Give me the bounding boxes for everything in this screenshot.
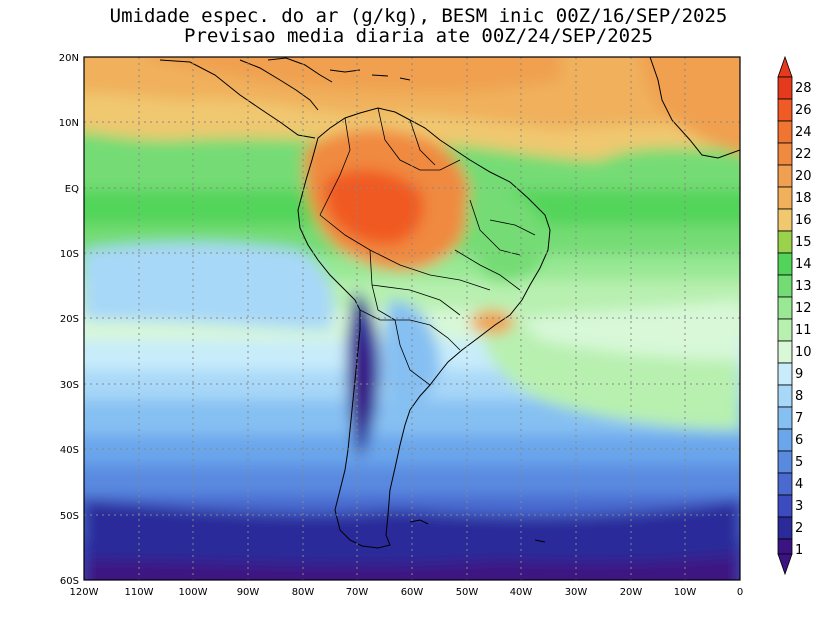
colorbar-label: 18 <box>795 191 812 206</box>
colorbar-label: 9 <box>795 367 803 382</box>
country-borders <box>319 107 536 386</box>
lon-label: 100W <box>179 587 208 598</box>
colorbar-label: 28 <box>795 81 812 96</box>
colorbar-label: 8 <box>795 389 803 404</box>
lon-label: 30W <box>565 587 588 598</box>
colorbar-label: 12 <box>795 301 812 316</box>
colorbar-top-arrow <box>777 55 793 78</box>
humidity-field <box>84 57 740 580</box>
lon-label: 0 <box>737 587 743 598</box>
lon-label: 70W <box>346 587 369 598</box>
colorbar-label: 6 <box>795 433 803 448</box>
lat-axis: 20N 10N EQ 10S 20S 30S 40S 50S 60S <box>59 53 79 587</box>
colorbar-label: 24 <box>795 125 812 140</box>
lon-label: 120W <box>70 587 99 598</box>
graticule <box>84 57 740 580</box>
coastlines <box>159 57 740 549</box>
lat-label: 20S <box>60 314 79 325</box>
lon-label: 10W <box>674 587 697 598</box>
lon-label: 80W <box>292 587 315 598</box>
lon-label: 90W <box>237 587 260 598</box>
colorbar-label: 2 <box>795 521 803 536</box>
map-title-line2: Previsao media diaria ate 00Z/24/SEP/202… <box>184 25 653 47</box>
lat-label: 10N <box>59 118 79 129</box>
map-frame <box>83 56 741 581</box>
colorbar-label: 10 <box>795 345 812 360</box>
lat-label: 10S <box>60 249 79 260</box>
lat-label: 30S <box>60 380 79 391</box>
colorbar-label: 4 <box>795 477 803 492</box>
lat-label: 50S <box>60 511 79 522</box>
colorbar-label: 16 <box>795 213 812 228</box>
lon-label: 110W <box>125 587 154 598</box>
lat-label: 20N <box>59 53 79 64</box>
lon-label: 60W <box>401 587 424 598</box>
lon-label: 20W <box>620 587 643 598</box>
colorbar <box>777 55 793 576</box>
colorbar-label: 1 <box>795 543 803 558</box>
lon-label: 50W <box>456 587 479 598</box>
colorbar-labels: 28 26 24 22 20 18 16 15 14 13 12 11 10 9… <box>795 81 812 558</box>
colorbar-label: 11 <box>795 323 812 338</box>
lon-axis: 120W 110W 100W 90W 80W 70W 60W 50W 40W 3… <box>70 587 744 598</box>
lat-label: 60S <box>60 576 79 587</box>
colorbar-label: 7 <box>795 411 803 426</box>
colorbar-label: 22 <box>795 147 812 162</box>
colorbar-label: 20 <box>795 169 812 184</box>
colorbar-label: 3 <box>795 499 803 514</box>
colorbar-label: 13 <box>795 279 812 294</box>
colorbar-bottom-arrow <box>777 553 793 576</box>
colorbar-label: 15 <box>795 235 812 250</box>
colorbar-label: 26 <box>795 103 812 118</box>
lat-label: EQ <box>65 184 79 195</box>
map-title-line1: Umidade espec. do ar (g/kg), BESM inic 0… <box>109 5 728 27</box>
colorbar-label: 5 <box>795 455 803 470</box>
colorbar-label: 14 <box>795 257 812 272</box>
lat-label: 40S <box>60 445 79 456</box>
lon-label: 40W <box>510 587 533 598</box>
